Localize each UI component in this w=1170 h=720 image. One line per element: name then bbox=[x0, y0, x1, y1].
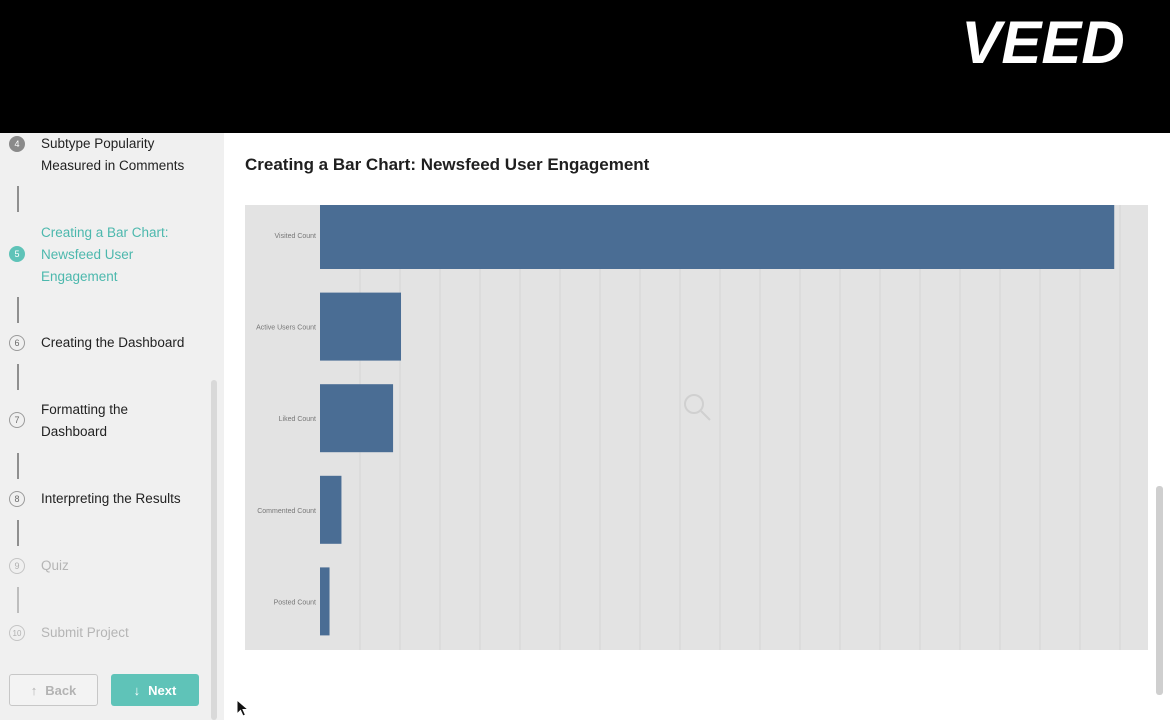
chart-category-label: Posted Count bbox=[274, 599, 316, 606]
step-label: Creating the Dashboard bbox=[41, 335, 185, 350]
step-8[interactable]: 8 Interpreting the Results bbox=[9, 488, 201, 510]
step-6[interactable]: 6 Creating the Dashboard bbox=[9, 332, 201, 354]
step-number-badge: 9 bbox=[9, 558, 25, 574]
sidebar-scrollbar[interactable] bbox=[211, 380, 217, 720]
next-button[interactable]: ↓ Next bbox=[111, 674, 199, 706]
step-number-badge: 7 bbox=[9, 412, 25, 428]
step-9[interactable]: 9 Quiz bbox=[9, 555, 201, 577]
chart-category-label: Liked Count bbox=[279, 416, 316, 423]
back-button-label: Back bbox=[45, 682, 77, 698]
step-connector bbox=[17, 520, 19, 546]
arrow-down-icon: ↓ bbox=[133, 682, 141, 698]
step-connector bbox=[17, 364, 19, 390]
step-connector bbox=[17, 186, 19, 212]
step-5[interactable]: 5 Creating a Bar Chart: Newsfeed User En… bbox=[9, 222, 191, 288]
next-button-label: Next bbox=[148, 682, 177, 698]
step-7[interactable]: 7 Formatting the Dashboard bbox=[9, 399, 171, 443]
step-connector bbox=[17, 587, 19, 613]
chart-bar[interactable] bbox=[320, 475, 342, 544]
page-title: Creating a Bar Chart: Newsfeed User Enga… bbox=[245, 155, 650, 174]
step-label: Creating a Bar Chart: Newsfeed User Enga… bbox=[41, 225, 169, 284]
back-button[interactable]: ↑ Back bbox=[9, 674, 98, 706]
step-number-badge: 5 bbox=[9, 246, 25, 262]
step-label: Subtype Popularity Measured in Comments bbox=[41, 136, 185, 173]
zoom-icon bbox=[684, 394, 711, 421]
chart-category-label: Visited Count bbox=[274, 233, 316, 240]
step-number-badge: 6 bbox=[9, 335, 25, 351]
bar-chart: Visited Count Active Users Count Liked Cou… bbox=[256, 205, 1121, 650]
chart-bar[interactable] bbox=[320, 205, 1115, 269]
chart-bar[interactable] bbox=[320, 567, 330, 636]
video-top-bar: VEED bbox=[0, 0, 1170, 133]
chart-category-label: Commented Count bbox=[257, 508, 316, 515]
step-4[interactable]: 4 Subtype Popularity Measured in Comment… bbox=[9, 133, 201, 177]
step-connector bbox=[17, 453, 19, 479]
step-number-badge: 8 bbox=[9, 491, 25, 507]
veed-logo: VEED bbox=[961, 14, 1124, 70]
bar-chart-panel[interactable]: Visited Count Active Users Count Liked Cou… bbox=[245, 205, 1148, 650]
step-10[interactable]: 10 Submit Project bbox=[9, 622, 201, 644]
step-number-badge: 4 bbox=[9, 136, 25, 152]
step-label: Formatting the Dashboard bbox=[41, 402, 129, 439]
chart-bar[interactable] bbox=[320, 384, 394, 453]
svg-text:VEED: VEED bbox=[961, 14, 1124, 70]
arrow-up-icon: ↑ bbox=[30, 682, 38, 698]
course-sidebar bbox=[0, 133, 224, 720]
step-label: Interpreting the Results bbox=[41, 491, 181, 506]
step-label: Submit Project bbox=[41, 625, 129, 640]
mouse-cursor-icon bbox=[236, 699, 250, 717]
page-scrollbar[interactable] bbox=[1156, 486, 1163, 695]
chart-bar[interactable] bbox=[320, 292, 402, 361]
chart-category-label: Active Users Count bbox=[256, 325, 316, 332]
step-number-badge: 10 bbox=[9, 625, 25, 641]
step-connector bbox=[17, 297, 19, 323]
step-label: Quiz bbox=[41, 558, 69, 573]
